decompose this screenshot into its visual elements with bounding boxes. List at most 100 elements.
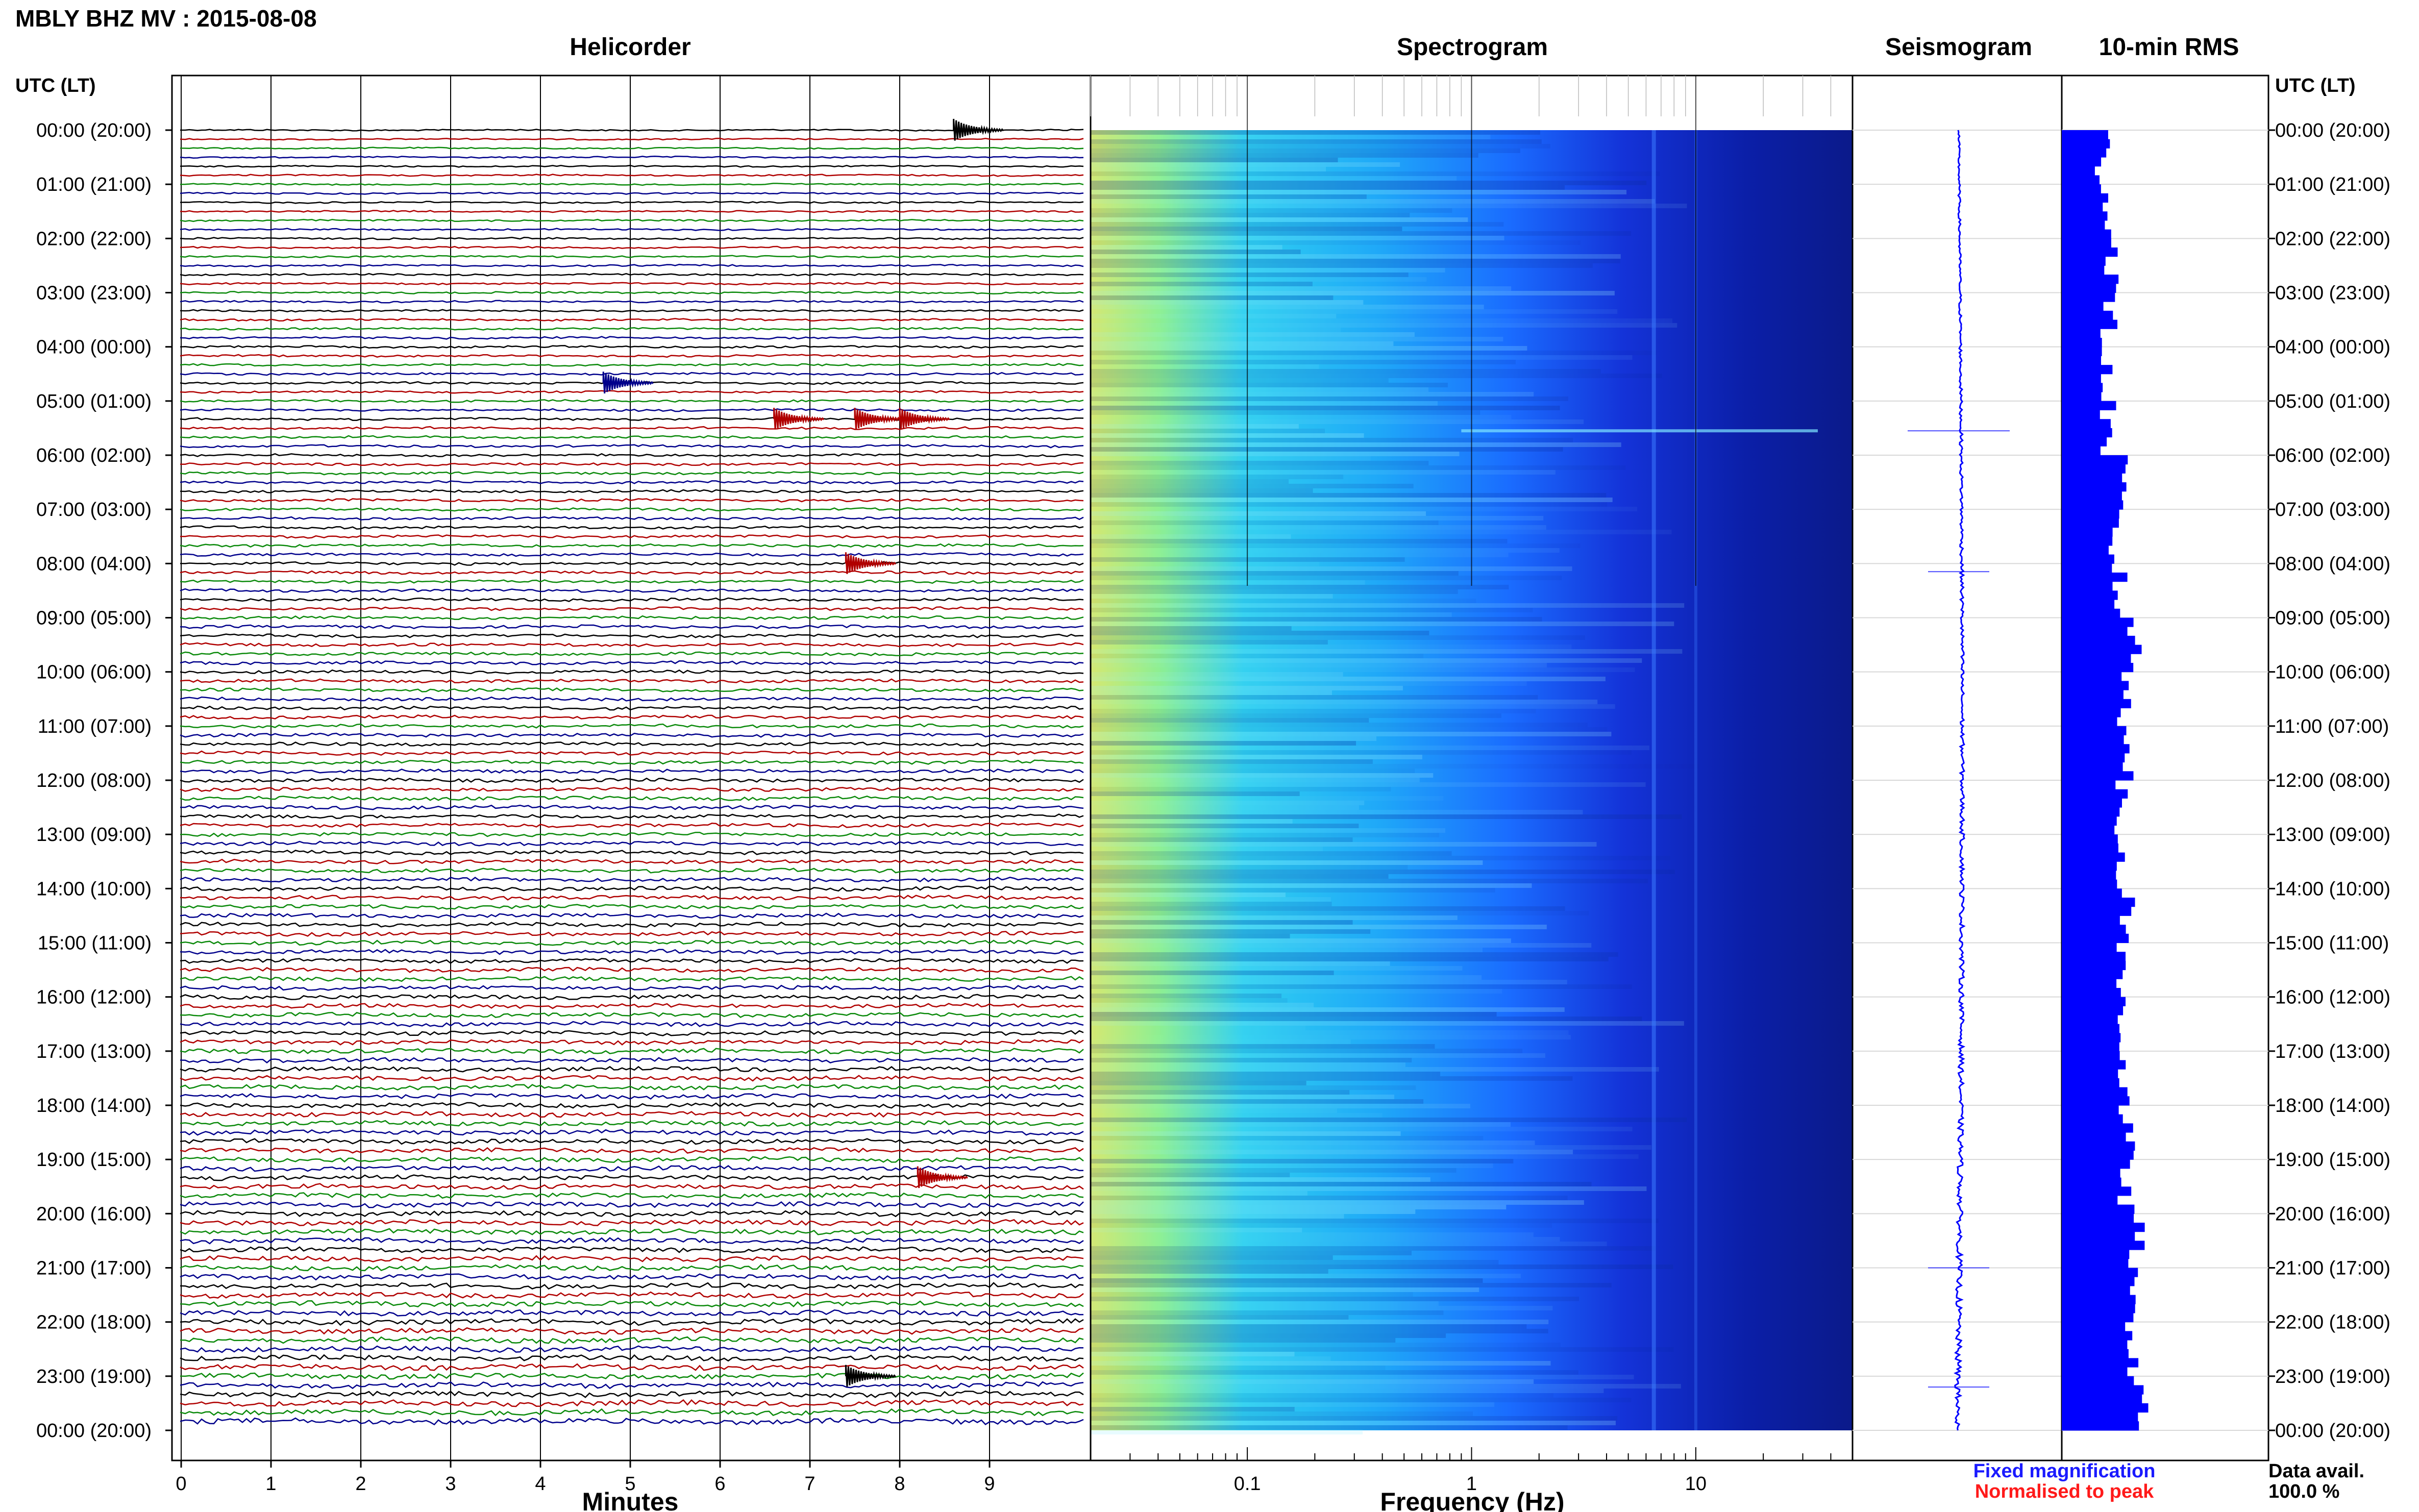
spectrogram-stripe: [1091, 507, 1638, 511]
spectrogram-stripe: [1091, 1186, 1647, 1191]
rms-bar: [2062, 726, 2127, 735]
rms-bar: [2062, 491, 2122, 501]
spectrogram-stripe: [1091, 1039, 1351, 1044]
spectrogram-stripe: [1091, 1049, 1523, 1053]
rms-bar: [2062, 753, 2125, 763]
spectrogram-stripe: [1091, 1196, 1568, 1200]
helicorder-trace: [180, 823, 1084, 828]
rms-bar: [2062, 482, 2127, 492]
rms-bar: [2062, 600, 2115, 609]
helicorder-trace: [180, 930, 1084, 937]
time-label-right: 22:00 (18:00): [2275, 1312, 2390, 1333]
spectrogram-stripe: [1091, 879, 1648, 883]
time-label-left: 00:00 (20:00): [36, 1420, 152, 1442]
spectrogram-stripe: [1091, 1416, 1617, 1421]
rms-bar: [2062, 762, 2123, 772]
time-label-left: 04:00 (00:00): [36, 337, 152, 358]
spectrogram-stripe: [1091, 1356, 1331, 1361]
rms-bar: [2062, 952, 2126, 961]
rms-bar: [2062, 518, 2119, 528]
rms-bar: [2062, 988, 2121, 998]
helicorder-event: [845, 1365, 897, 1387]
rms-bar: [2062, 681, 2129, 690]
spectrogram-stripe: [1091, 865, 1408, 870]
spectrogram-stripe: [1091, 1232, 1534, 1237]
spectrogram-stripe: [1091, 833, 1440, 837]
helicorder-trace: [180, 615, 1084, 620]
helicorder-trace: [180, 939, 1084, 946]
spectrogram-stripe: [1091, 994, 1282, 998]
spectrogram-stripe: [1091, 387, 1429, 392]
spectrogram-stripe: [1091, 576, 1562, 580]
spectrogram-stripe: [1091, 667, 1635, 672]
helicorder-trace: [180, 507, 1084, 512]
spectrogram-stripe: [1091, 213, 1410, 217]
time-label-right: 16:00 (12:00): [2275, 987, 2390, 1008]
rms-bar: [2062, 672, 2122, 681]
spectrogram-stripe: [1091, 736, 1377, 741]
rms-bar: [2062, 1313, 2134, 1323]
helicorder-trace: [180, 786, 1084, 792]
spectrogram-stripe: [1091, 566, 1572, 571]
spectrogram-stripe: [1091, 1251, 1412, 1255]
helicorder-trace: [180, 570, 1084, 575]
spectrogram-stripe: [1091, 1085, 1416, 1090]
spectrogram-stripe: [1091, 1090, 1350, 1095]
spectrogram-stripe: [1091, 415, 1512, 419]
spectrogram-stripe: [1091, 1287, 1479, 1292]
rms-bar: [2062, 392, 2102, 402]
helicorder-trace: [180, 210, 1084, 213]
helicorder-trace: [180, 1030, 1084, 1036]
spectrogram-stripe: [1091, 158, 1338, 162]
helicorder-trace: [180, 885, 1084, 892]
rms-bar: [2062, 888, 2122, 898]
time-label-right: 15:00 (11:00): [2275, 933, 2389, 954]
rms-bar: [2062, 1231, 2135, 1241]
spectrogram-stripe: [1091, 364, 1319, 369]
spectrogram-stripe: [1091, 1017, 1642, 1021]
rms-bar: [2062, 1394, 2142, 1404]
helicorder-trace: [180, 435, 1084, 439]
helicorder-trace: [180, 498, 1084, 503]
helicorder-trace: [180, 480, 1084, 485]
spectrogram-stripe: [1091, 1076, 1573, 1081]
helicorder-event: [854, 408, 905, 430]
helicorder-trace: [180, 867, 1084, 874]
rms-bar: [2062, 1223, 2145, 1232]
helicorder-trace: [180, 1111, 1084, 1118]
rms-bar: [2062, 184, 2101, 194]
rms-bar: [2062, 925, 2126, 934]
spectrogram-stripe: [1091, 718, 1369, 723]
frequency-tick-label: 1: [1466, 1473, 1477, 1495]
rms-bar: [2062, 798, 2122, 808]
rms-bar: [2062, 861, 2117, 871]
spectrogram-stripe: [1091, 240, 1581, 245]
spectrogram-stripe: [1091, 764, 1698, 769]
time-axis-labels: 00:00 (20:00) 00:00 (20:00) 01:00 (21:00) 0…: [36, 120, 2390, 1442]
helicorder-trace: [180, 426, 1084, 430]
rms-bar: [2062, 843, 2118, 853]
spectrogram-stripe: [1091, 539, 1508, 543]
spectrogram-stripe: [1091, 622, 1674, 626]
spectrogram-stripe: [1091, 318, 1673, 323]
helicorder-trace: [180, 156, 1084, 159]
helicorder-trace: [180, 309, 1084, 313]
helicorder-event: [899, 408, 950, 430]
spectrogram-stripe: [1091, 341, 1394, 346]
spectrogram-stripe: [1091, 309, 1618, 314]
helicorder-trace: [180, 1084, 1084, 1091]
spectrogram-stripe: [1091, 654, 1424, 658]
time-label-right: 02:00 (22:00): [2275, 228, 2390, 250]
spectrogram-stripe: [1091, 1292, 1413, 1297]
helicorder-event: [845, 552, 897, 574]
helicorder-trace: [180, 1345, 1084, 1353]
time-label-left: 13:00 (09:00): [36, 824, 152, 846]
spectrogram-band: [1694, 130, 1697, 1430]
time-label-right: 03:00 (23:00): [2275, 283, 2390, 304]
spectrogram-stripe: [1091, 1389, 1604, 1393]
time-label-left: 19:00 (15:00): [36, 1149, 152, 1171]
helicorder-trace: [180, 678, 1084, 684]
spectrogram-stripe: [1091, 1205, 1507, 1209]
spectrogram-stripe: [1091, 447, 1563, 452]
helicorder-trace: [180, 642, 1084, 648]
